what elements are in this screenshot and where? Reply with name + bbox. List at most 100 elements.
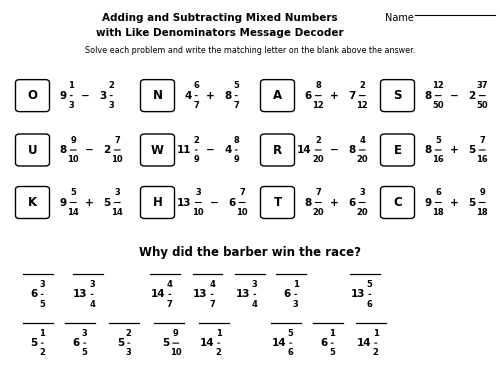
Text: −: − [330,145,339,155]
Text: 6: 6 [348,198,356,207]
Text: A: A [273,89,282,102]
Text: 14: 14 [356,338,371,348]
Text: 6: 6 [304,91,312,101]
Text: 5: 5 [104,198,110,207]
Text: 4: 4 [184,91,192,101]
Text: T: T [274,196,281,209]
Text: 10: 10 [170,348,181,357]
Text: 5: 5 [367,280,372,289]
Text: 10: 10 [192,208,204,217]
Text: 3: 3 [108,101,114,110]
Text: Name: Name [385,13,414,23]
Text: 11: 11 [177,145,192,155]
Text: Why did the barber win the race?: Why did the barber win the race? [139,246,361,259]
Text: U: U [28,144,38,156]
Text: 5: 5 [288,329,294,338]
Text: Adding and Subtracting Mixed Numbers: Adding and Subtracting Mixed Numbers [102,13,338,23]
Text: −: − [206,145,215,155]
Text: 6: 6 [30,290,38,299]
Text: 4: 4 [167,280,172,289]
Text: 12: 12 [356,101,368,110]
Text: 2: 2 [373,348,378,357]
Text: 9: 9 [60,91,66,101]
Text: 20: 20 [312,208,324,217]
FancyBboxPatch shape [140,80,174,112]
Text: 4: 4 [210,280,215,289]
Text: 5: 5 [162,338,169,348]
Text: 8: 8 [234,136,239,145]
Text: 2: 2 [40,348,45,357]
Text: 3: 3 [293,300,298,309]
Text: 6: 6 [436,188,441,197]
Text: 1: 1 [68,81,74,90]
Text: 37: 37 [476,81,488,90]
Text: 7: 7 [240,188,245,197]
Text: +: + [330,198,339,207]
Text: 2: 2 [104,145,110,155]
Text: 4: 4 [252,300,258,309]
Text: 1: 1 [293,280,298,289]
Text: 20: 20 [356,155,368,164]
Text: 18: 18 [476,208,488,217]
Text: 3: 3 [40,280,45,289]
Text: 7: 7 [114,136,120,145]
Text: 3: 3 [90,280,95,289]
Text: 2: 2 [126,329,132,338]
Text: 14: 14 [112,208,123,217]
Text: 20: 20 [356,208,368,217]
Text: 3: 3 [114,188,120,197]
Text: 10: 10 [68,155,79,164]
Text: 2: 2 [194,136,199,145]
Text: K: K [28,196,37,209]
Text: 5: 5 [40,300,45,309]
Text: 5: 5 [468,145,475,155]
Text: 8: 8 [424,91,432,101]
Text: N: N [152,89,162,102]
Text: 5: 5 [30,338,38,348]
Text: 16: 16 [432,155,444,164]
Text: 2: 2 [360,81,365,90]
Text: +: + [450,198,459,207]
Text: 5: 5 [70,188,76,197]
Text: 6: 6 [228,198,235,207]
Text: +: + [450,145,459,155]
Text: R: R [273,144,282,156]
FancyBboxPatch shape [260,186,294,219]
Text: 2: 2 [216,348,222,357]
Text: 9: 9 [424,198,432,207]
Text: 3: 3 [196,188,201,197]
Text: 10: 10 [112,155,123,164]
Text: 5: 5 [468,198,475,207]
Text: 8: 8 [224,91,232,101]
Text: 5: 5 [436,136,441,145]
Text: 7: 7 [167,300,172,309]
Text: 3: 3 [126,348,132,357]
Text: 8: 8 [424,145,432,155]
FancyBboxPatch shape [380,80,414,112]
FancyBboxPatch shape [260,134,294,166]
Text: with Like Denominators Message Decoder: with Like Denominators Message Decoder [96,28,344,38]
Text: 7: 7 [210,300,215,309]
Text: 13: 13 [193,290,208,299]
Text: −: − [450,91,459,101]
Text: +: + [330,91,339,101]
Text: 4: 4 [90,300,95,309]
Text: 9: 9 [234,155,239,164]
Text: 9: 9 [194,155,199,164]
Text: 8: 8 [304,198,312,207]
Text: 20: 20 [312,155,324,164]
Text: −: − [81,91,90,101]
Text: 12: 12 [432,81,444,90]
Text: S: S [393,89,402,102]
Text: 7: 7 [316,188,321,197]
Text: 8: 8 [60,145,66,155]
Text: 7: 7 [194,101,199,110]
Text: 7: 7 [234,101,239,110]
Text: 3: 3 [360,188,365,197]
Text: 6: 6 [320,338,328,348]
Text: 3: 3 [68,101,74,110]
Text: 5: 5 [117,338,124,348]
FancyBboxPatch shape [16,134,50,166]
FancyBboxPatch shape [260,80,294,112]
FancyBboxPatch shape [16,80,50,112]
